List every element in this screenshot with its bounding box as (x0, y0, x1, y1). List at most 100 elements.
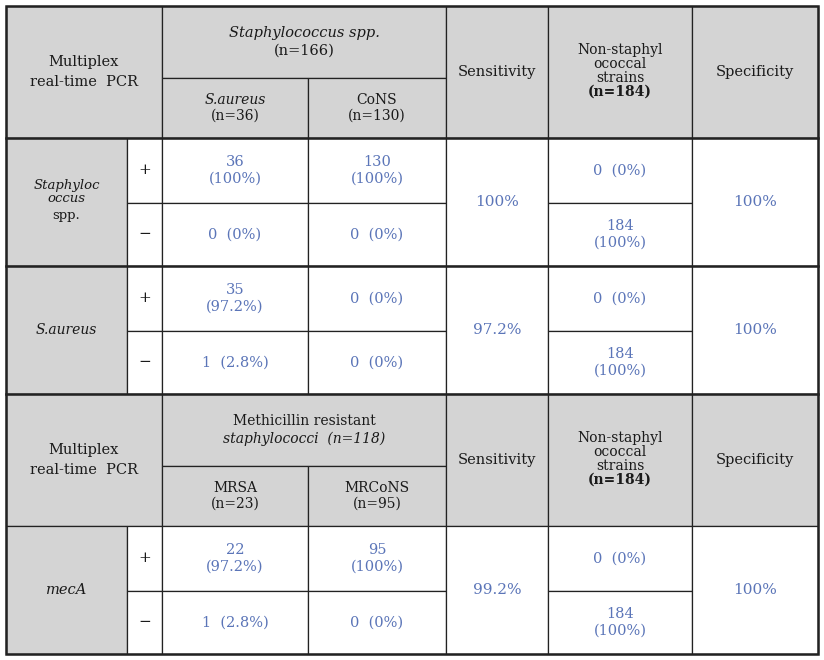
Text: (100%): (100%) (350, 172, 404, 185)
Text: Multiplex: Multiplex (49, 443, 119, 457)
Bar (127, 266, 162, 331)
Bar (127, 138, 162, 203)
Text: strains: strains (596, 459, 644, 473)
Text: 97.2%: 97.2% (473, 323, 522, 337)
Text: (100%): (100%) (593, 364, 647, 378)
Bar (692, 6, 818, 138)
Text: (n=184): (n=184) (588, 85, 652, 99)
Text: Non-staphyl: Non-staphyl (578, 431, 662, 445)
Bar (6, 266, 127, 394)
Text: 22: 22 (226, 543, 244, 558)
Text: (n=23): (n=23) (211, 497, 260, 511)
Text: CoNS: CoNS (357, 93, 397, 107)
Text: occus: occus (48, 193, 86, 205)
Text: 100%: 100% (733, 195, 777, 209)
Bar (162, 526, 308, 591)
Bar (548, 6, 692, 138)
Text: Multiplex: Multiplex (49, 55, 119, 69)
Text: (100%): (100%) (350, 560, 404, 574)
Text: 36: 36 (226, 156, 245, 170)
Text: −: − (138, 228, 151, 242)
Text: 35: 35 (226, 284, 244, 298)
Text: real-time  PCR: real-time PCR (30, 75, 138, 89)
Text: ococcal: ococcal (593, 57, 647, 71)
Text: (97.2%): (97.2%) (206, 560, 264, 574)
Bar (162, 78, 308, 138)
Bar (6, 526, 127, 654)
Text: Specificity: Specificity (716, 65, 794, 79)
Text: MRCoNS: MRCoNS (344, 481, 410, 495)
Bar (6, 394, 162, 526)
Text: spp.: spp. (53, 209, 81, 222)
Bar (127, 591, 162, 654)
Text: 100%: 100% (733, 323, 777, 337)
Text: Methicillin resistant: Methicillin resistant (232, 414, 376, 428)
Bar (162, 331, 308, 394)
Bar (162, 591, 308, 654)
Text: (97.2%): (97.2%) (206, 300, 264, 313)
Bar (548, 331, 692, 394)
Bar (308, 203, 446, 266)
Text: 100%: 100% (475, 195, 519, 209)
Text: 0  (0%): 0 (0%) (350, 228, 404, 242)
Text: −: − (138, 616, 151, 630)
Text: MRSA: MRSA (213, 481, 257, 495)
Text: 1  (2.8%): 1 (2.8%) (202, 356, 269, 370)
Bar (548, 203, 692, 266)
Text: 0  (0%): 0 (0%) (350, 616, 404, 630)
Bar (692, 526, 818, 654)
Text: mecA: mecA (46, 583, 87, 597)
Text: Sensitivity: Sensitivity (458, 65, 536, 79)
Bar (548, 591, 692, 654)
Bar (162, 266, 308, 331)
Bar (308, 591, 446, 654)
Text: (100%): (100%) (593, 236, 647, 249)
Bar (162, 203, 308, 266)
Bar (6, 138, 127, 266)
Text: (n=95): (n=95) (353, 497, 401, 511)
Bar (162, 394, 446, 466)
Text: −: − (138, 356, 151, 370)
Bar (548, 266, 692, 331)
Text: (100%): (100%) (593, 624, 647, 638)
Bar (6, 6, 162, 138)
Bar (162, 138, 308, 203)
Bar (548, 138, 692, 203)
Bar (692, 266, 818, 394)
Text: S.aureus: S.aureus (35, 323, 97, 337)
Bar (127, 203, 162, 266)
Text: 0  (0%): 0 (0%) (593, 552, 647, 566)
Bar (127, 331, 162, 394)
Text: Staphyloc: Staphyloc (33, 178, 100, 191)
Text: (n=130): (n=130) (348, 109, 406, 123)
Text: 184: 184 (606, 220, 634, 234)
Bar (692, 394, 818, 526)
Text: 0  (0%): 0 (0%) (593, 292, 647, 306)
Text: Non-staphyl: Non-staphyl (578, 43, 662, 57)
Bar (162, 466, 308, 526)
Bar (308, 526, 446, 591)
Bar (446, 394, 548, 526)
Bar (446, 526, 548, 654)
Text: 100%: 100% (733, 583, 777, 597)
Bar (446, 138, 548, 266)
Text: S.aureus: S.aureus (204, 93, 265, 107)
Text: 1  (2.8%): 1 (2.8%) (202, 616, 269, 630)
Text: real-time  PCR: real-time PCR (30, 463, 138, 477)
Text: (n=166): (n=166) (274, 44, 335, 58)
Bar (446, 6, 548, 138)
Bar (548, 394, 692, 526)
Text: 0  (0%): 0 (0%) (208, 228, 261, 242)
Text: 0  (0%): 0 (0%) (593, 164, 647, 178)
Bar (308, 331, 446, 394)
Bar (692, 138, 818, 266)
Bar (162, 6, 446, 78)
Bar (308, 466, 446, 526)
Text: 184: 184 (606, 607, 634, 622)
Text: +: + (138, 164, 151, 178)
Text: ococcal: ococcal (593, 445, 647, 459)
Bar (127, 526, 162, 591)
Text: 0  (0%): 0 (0%) (350, 292, 404, 306)
Text: 95: 95 (368, 543, 386, 558)
Text: Specificity: Specificity (716, 453, 794, 467)
